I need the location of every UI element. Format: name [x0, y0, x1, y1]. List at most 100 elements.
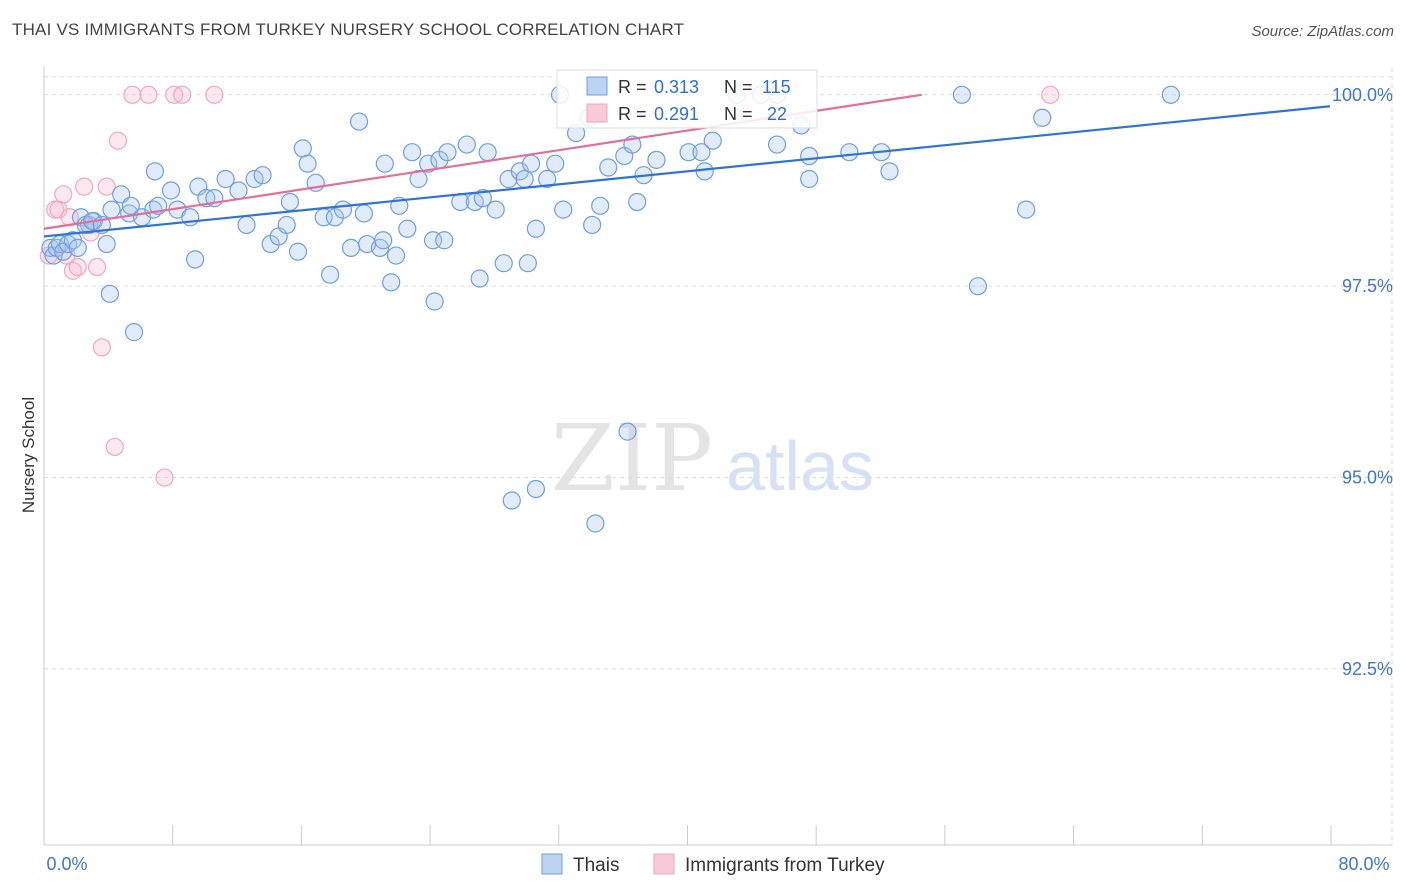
- thai-point: [695, 162, 714, 181]
- turkey-point: [68, 257, 87, 277]
- thai-point: [229, 181, 248, 200]
- legend-n-value-thai: 115: [762, 77, 791, 97]
- legend-n-value-turkey: 22: [767, 104, 787, 124]
- legend-swatch-turkey: [586, 103, 608, 123]
- thai-point: [333, 200, 353, 219]
- thai-point: [968, 277, 988, 296]
- thai-point: [374, 231, 393, 250]
- thai-point: [1017, 200, 1036, 219]
- thai-point: [124, 323, 144, 342]
- trend-line-thai: [43, 105, 1331, 238]
- thai-point: [121, 196, 140, 215]
- thai-point: [216, 169, 235, 189]
- thai-point: [288, 242, 308, 261]
- thai-point: [298, 154, 317, 173]
- turkey-point: [87, 257, 107, 277]
- legend-r-value-thai: 0.313: [654, 77, 699, 97]
- thai-point: [679, 143, 698, 162]
- turkey-point: [139, 85, 158, 104]
- series-thai-points: [41, 85, 1180, 533]
- thai-point: [277, 215, 296, 235]
- thai-point: [526, 219, 545, 238]
- thai-point: [293, 139, 312, 158]
- legend-r-value-turkey: 0.291: [654, 104, 699, 124]
- turkey-point: [173, 85, 192, 104]
- y-tick-label: 95.0%: [1342, 468, 1393, 488]
- thai-point: [321, 265, 340, 284]
- legend-swatch-thai: [586, 76, 608, 96]
- thai-point: [800, 169, 819, 189]
- thai-point: [382, 273, 401, 292]
- legend-swatch-thais: [541, 853, 563, 875]
- legend-n-label-thai: N =: [724, 77, 753, 97]
- thai-point: [354, 204, 373, 223]
- thai-point: [618, 422, 637, 441]
- watermark-zip: ZIP: [551, 405, 713, 512]
- thai-point: [521, 154, 541, 173]
- chart-title: THAI VS IMMIGRANTS FROM TURKEY NURSERY S…: [12, 20, 685, 39]
- grid-lines: [44, 68, 1393, 845]
- y-tick-label: 92.5%: [1342, 659, 1393, 679]
- y-axis-label: Nursery School: [19, 397, 38, 513]
- thai-point: [478, 143, 497, 162]
- thai-point: [591, 196, 610, 215]
- turkey-point: [1041, 85, 1060, 104]
- thai-point: [703, 131, 722, 150]
- x-tick-label-min: 0.0%: [46, 854, 87, 874]
- thai-point: [1033, 108, 1052, 127]
- thai-point: [586, 514, 605, 533]
- turkey-point: [205, 85, 224, 104]
- series-turkey-points: [39, 85, 1060, 487]
- thai-point: [161, 181, 181, 200]
- turkey-point: [105, 437, 124, 457]
- legend-r-label-thai: R =: [618, 77, 647, 97]
- thai-point: [186, 250, 205, 269]
- source-attribution: Source: ZipAtlas.com: [1251, 23, 1394, 40]
- thai-point: [628, 192, 647, 212]
- thai-point: [280, 192, 300, 212]
- thai-point: [438, 143, 457, 162]
- legend-swatch-immigrants-turkey: [653, 853, 675, 875]
- thai-point: [546, 154, 565, 173]
- thai-point: [419, 154, 438, 173]
- legend-label-immigrants-turkey: Immigrants from Turkey: [685, 855, 885, 876]
- thai-point: [554, 200, 573, 219]
- thai-point: [647, 150, 666, 169]
- thai-point: [526, 479, 545, 499]
- turkey-point: [54, 185, 73, 204]
- turkey-point: [123, 85, 142, 104]
- thai-point: [583, 215, 602, 235]
- y-tick-labels: 100.0% 97.5% 95.0% 92.5%: [1332, 85, 1393, 679]
- thai-point: [341, 238, 361, 257]
- watermark-atlas: atlas: [726, 427, 874, 505]
- thai-point: [515, 169, 534, 189]
- thai-point: [403, 143, 422, 162]
- thai-point: [538, 169, 557, 189]
- thai-point: [425, 292, 444, 311]
- thai-point: [145, 162, 165, 181]
- thai-point: [1161, 85, 1180, 104]
- thai-point: [880, 162, 899, 181]
- x-tick-label-max: 80.0%: [1338, 854, 1389, 874]
- thai-point: [457, 135, 476, 154]
- thai-point: [502, 491, 521, 510]
- thai-point: [375, 154, 394, 173]
- thai-point: [237, 215, 256, 235]
- thai-point: [386, 246, 406, 265]
- turkey-point: [92, 338, 111, 357]
- turkey-point: [97, 177, 116, 196]
- thai-point: [102, 200, 121, 219]
- correlation-legend: R = 0.313 N = 115 R = 0.291 N = 22: [556, 69, 818, 129]
- thai-point: [800, 146, 819, 166]
- thai-point: [435, 231, 454, 250]
- thai-point: [349, 112, 369, 131]
- thai-point: [100, 284, 120, 303]
- thai-point: [692, 143, 711, 162]
- legend-n-label-turkey: N =: [724, 104, 753, 124]
- series-legend: Thais Immigrants from Turkey: [541, 853, 885, 876]
- thai-point: [473, 189, 492, 208]
- thai-point: [97, 234, 116, 254]
- thai-point: [952, 85, 971, 104]
- thai-point: [599, 158, 618, 177]
